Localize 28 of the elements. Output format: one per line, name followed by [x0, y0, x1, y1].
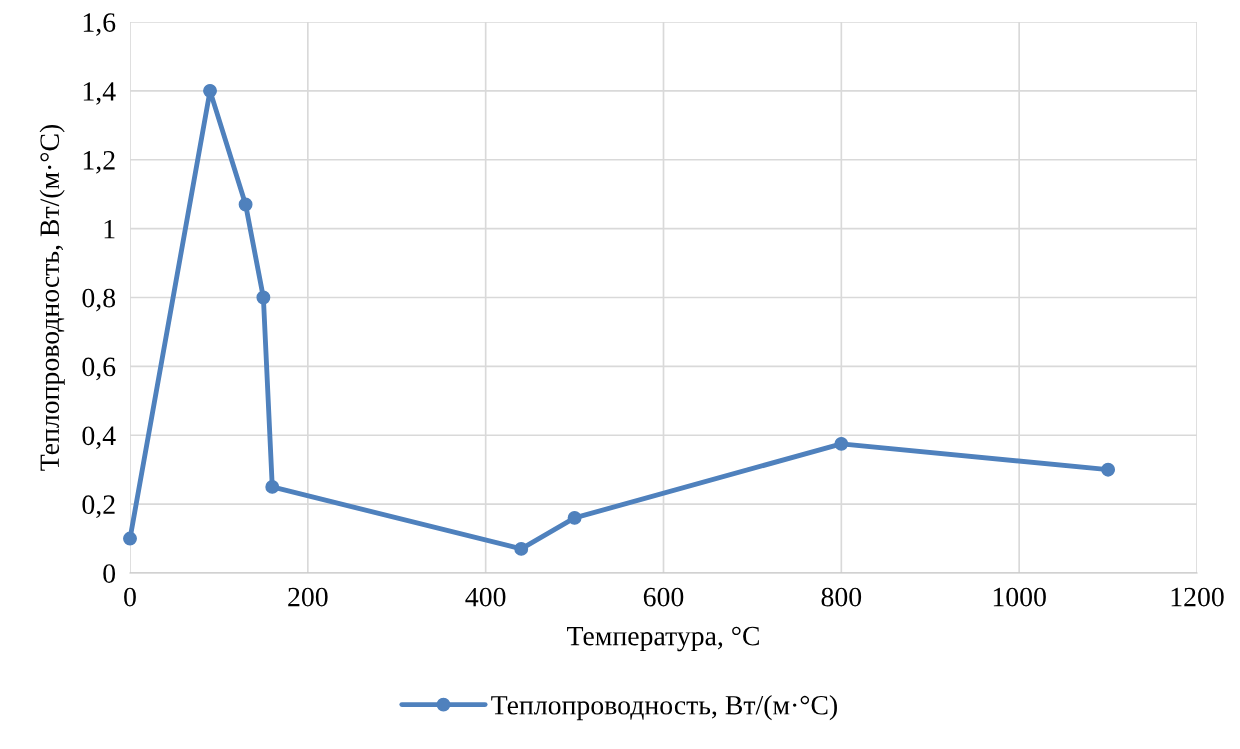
- y-tick-label: 1,2: [83, 150, 115, 174]
- point: [256, 290, 271, 305]
- point: [123, 531, 137, 546]
- x-axis-title: Температура, °С: [567, 626, 759, 652]
- y-tick-label: 0,4: [82, 426, 116, 450]
- x-tick-label: 400: [465, 587, 506, 607]
- y-tick-label: 0,8: [82, 288, 116, 312]
- point: [1101, 462, 1116, 477]
- point: [238, 197, 253, 212]
- x-tick-label: 0: [124, 587, 136, 607]
- point: [567, 510, 582, 525]
- y-tick-label: 1,6: [83, 13, 116, 36]
- y-tick-label: 1: [104, 219, 115, 239]
- y-tick-label: 0,6: [82, 357, 116, 381]
- legend-label: Теплопроводность, Вт/(м·°С): [491, 695, 837, 721]
- point: [265, 479, 280, 494]
- x-tick-label: 800: [821, 587, 862, 607]
- x-tick-label: 600: [643, 587, 684, 607]
- x-tick-label: 200: [288, 587, 328, 607]
- point: [834, 436, 849, 451]
- point: [203, 83, 217, 98]
- y-tick-label: 1,4: [83, 82, 116, 105]
- y-axis-title: Теплопроводность, Вт/(м·°С): [39, 124, 65, 471]
- y-tick-label: 0: [103, 564, 116, 583]
- point: [514, 541, 529, 556]
- x-tick-label: 1200: [1171, 587, 1224, 607]
- y-tick-label: 0,2: [82, 495, 115, 519]
- x-tick-label: 1000: [993, 587, 1046, 607]
